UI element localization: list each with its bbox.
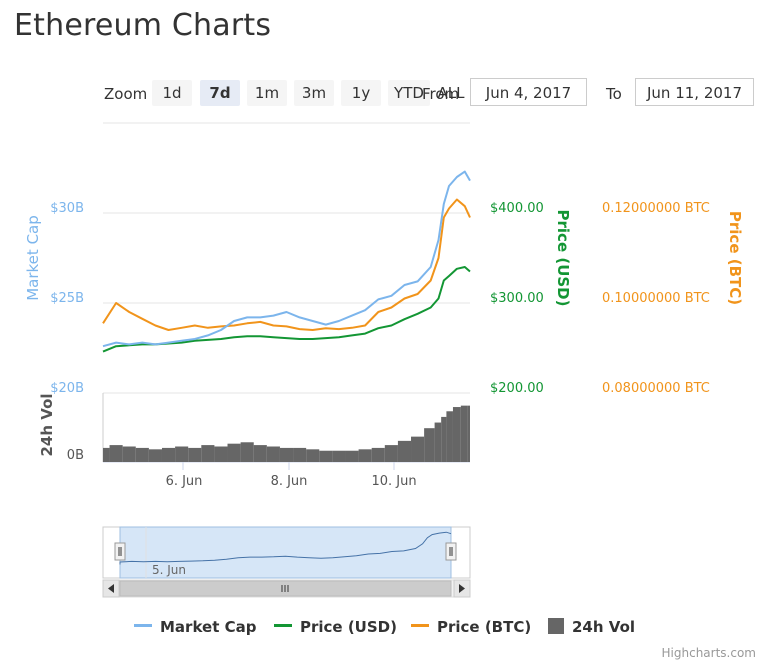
usd-tick-200: $200.00 [490,381,544,396]
volume-bar [332,450,346,462]
marketcap-tick-20: $20B [50,381,84,396]
to-date-input[interactable]: Jun 11, 2017 [635,78,754,106]
volume-bar [411,436,425,462]
volume-bar [103,447,110,462]
legend-swatch-price-usd [274,624,292,627]
from-label: From [422,85,460,103]
volume-bar [424,428,435,462]
volume-tick-0: 0B [67,448,84,463]
volume-bar [441,416,447,462]
scrollbar-right-arrow-icon [459,584,465,593]
volume-bars [103,405,470,462]
zoom-button-1d[interactable]: 1d [152,80,192,106]
series-line-market-cap [102,170,471,348]
series-line-price-btc [102,198,471,331]
volume-bar [214,446,228,462]
marketcap-axis-title: Market Cap [24,215,42,301]
volume-bar [175,446,189,462]
ethereum-chart: $30B $25B $20B Market Cap 24h Vol 0B $40… [24,122,744,598]
btc-axis-title: Price (BTC) [726,211,744,305]
marketcap-tick-30: $30B [50,201,84,216]
navigator[interactable]: 5. Jun [102,526,471,579]
zoom-button-1m[interactable]: 1m [247,80,287,106]
navigator-handle-left[interactable] [114,542,126,561]
legend-item-price-btc[interactable]: Price (BTC) [411,618,531,636]
volume-bar [135,447,149,462]
credits-link[interactable]: Highcharts.com [661,646,756,660]
scrollbar[interactable] [102,579,471,598]
volume-bar [148,449,162,462]
x-tick-10-jun: 10. Jun [371,474,416,489]
btc-tick-008: 0.08000000 BTC [602,381,710,396]
legend-swatch-price-btc [411,624,429,627]
navigator-series [119,531,452,565]
volume-bar [201,445,215,462]
x-axis: 6. Jun 8. Jun 10. Jun [166,462,417,489]
legend-swatch-24h-vol [548,617,564,634]
navigator-handle-right[interactable] [445,542,457,561]
volume-bar [240,442,254,462]
volume-bar [434,422,442,462]
btc-tick-010: 0.10000000 BTC [602,291,710,306]
zoom-button-1y[interactable]: 1y [341,80,381,106]
volume-bar [306,449,320,462]
marketcap-tick-25: $25B [50,291,84,306]
legend-label-price-usd: Price (USD) [300,618,397,636]
volume-bar [446,411,453,462]
volume-bar [452,407,461,462]
scrollbar-left-arrow-icon [108,584,114,593]
volume-bar [161,447,176,462]
legend-label-24h-vol: 24h Vol [572,618,636,636]
volume-bar [188,447,202,462]
volume-bar [467,405,470,462]
from-date-input[interactable]: Jun 4, 2017 [470,78,587,106]
zoom-button-3m[interactable]: 3m [294,80,334,106]
legend-label-price-btc: Price (BTC) [437,618,532,636]
series-line-price-usd [102,266,471,353]
legend-swatch-market-cap [134,624,152,627]
volume-bar [266,446,280,462]
volume-bar [319,450,333,462]
legend-item-price-usd[interactable]: Price (USD) [274,618,397,636]
zoom-label: Zoom [104,85,148,103]
zoom-button-7d[interactable]: 7d [200,80,240,106]
grid [102,122,470,463]
navigator-tick-5-jun: 5. Jun [152,563,186,577]
volume-bar [345,450,359,462]
volume-bar [227,443,241,462]
volume-bar [371,447,385,462]
volume-axis-title: 24h Vol [38,393,56,456]
volume-bar [460,405,468,462]
legend-label-market-cap: Market Cap [160,618,257,636]
volume-bar [358,449,372,462]
legend-item-24h-vol[interactable]: 24h Vol [548,617,636,636]
volume-bar [279,447,294,462]
page-title: Ethereum Charts [14,8,272,43]
usd-tick-300: $300.00 [490,291,544,306]
volume-bar [384,445,398,462]
btc-tick-012: 0.12000000 BTC [602,201,710,216]
volume-bar [253,445,267,462]
legend: Market Cap Price (USD) Price (BTC) 24h V… [0,617,768,638]
legend-item-market-cap[interactable]: Market Cap [134,618,256,636]
usd-axis-title: Price (USD) [554,210,572,307]
volume-bar [122,446,136,462]
volume-bar [293,447,307,462]
series-lines [102,170,471,353]
zoom-button-all[interactable]: ALL [437,84,465,102]
usd-tick-400: $400.00 [490,201,544,216]
volume-bar [397,440,412,462]
x-tick-6-jun: 6. Jun [166,474,203,489]
x-tick-8-jun: 8. Jun [271,474,308,489]
to-label: To [606,85,622,103]
zoom-button-ytd[interactable]: YTD [388,80,430,106]
volume-bar [109,445,123,462]
